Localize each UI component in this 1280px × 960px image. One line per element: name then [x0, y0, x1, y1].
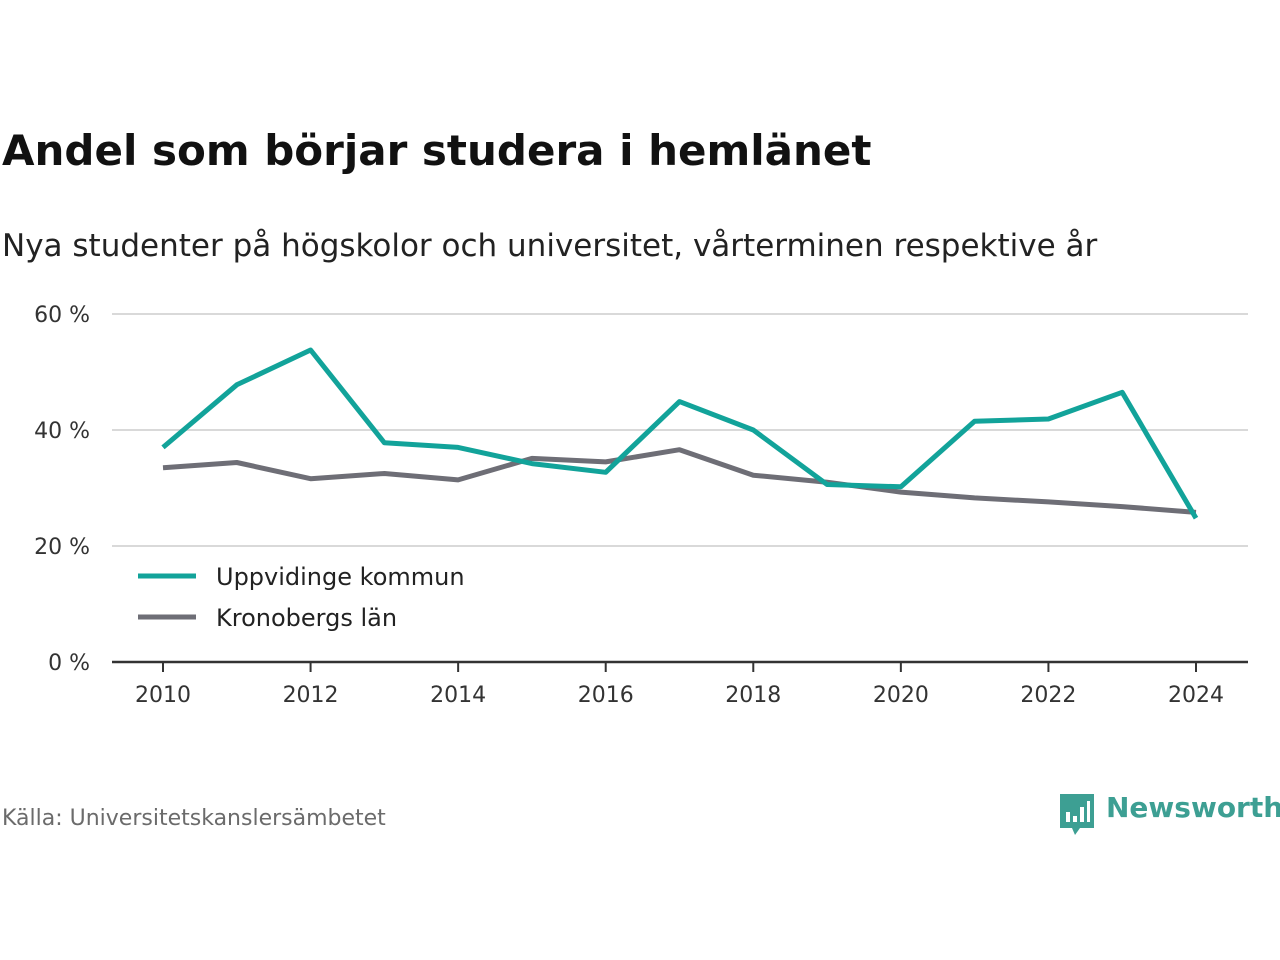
series-line-kronobergs-län — [162, 447, 1197, 515]
y-tick-label: 20 % — [34, 535, 90, 560]
legend-label: Uppvidinge kommun — [216, 563, 465, 591]
newsworthy-logo-icon — [1060, 794, 1094, 835]
y-axis-ticks: 0 % 20 % 40 % 60 % — [34, 303, 90, 676]
brand-name: Newsworthy — [1106, 791, 1280, 824]
series-line-uppvidinge-kommun — [161, 347, 1199, 520]
series-lines — [161, 347, 1199, 520]
x-tick-label: 2010 — [135, 683, 191, 708]
legend: Uppvidinge kommun Kronobergs län — [138, 563, 465, 632]
x-tick-label: 2016 — [578, 683, 634, 708]
legend-label: Kronobergs län — [216, 604, 397, 632]
grid-lines — [112, 313, 1248, 547]
x-tick-label: 2020 — [873, 683, 929, 708]
chart-subtitle: Nya studenter på högskolor och universit… — [2, 228, 1098, 264]
y-tick-label: 0 % — [48, 651, 90, 676]
x-tick-label: 2012 — [283, 683, 339, 708]
y-tick-label: 40 % — [34, 419, 90, 444]
brand-logo: Newsworthy — [1058, 790, 1280, 840]
chart-title: Andel som börjar studera i hemlänet — [2, 126, 872, 175]
x-tick-label: 2024 — [1168, 683, 1224, 708]
x-tick-label: 2014 — [430, 683, 486, 708]
source-note: Källa: Universitetskanslersämbetet — [2, 806, 386, 831]
y-tick-label: 60 % — [34, 303, 90, 328]
x-tick-label: 2022 — [1020, 683, 1076, 708]
x-tick-label: 2018 — [725, 683, 781, 708]
x-axis: 2010 2012 2014 2016 2018 2020 2022 2024 — [112, 660, 1248, 708]
